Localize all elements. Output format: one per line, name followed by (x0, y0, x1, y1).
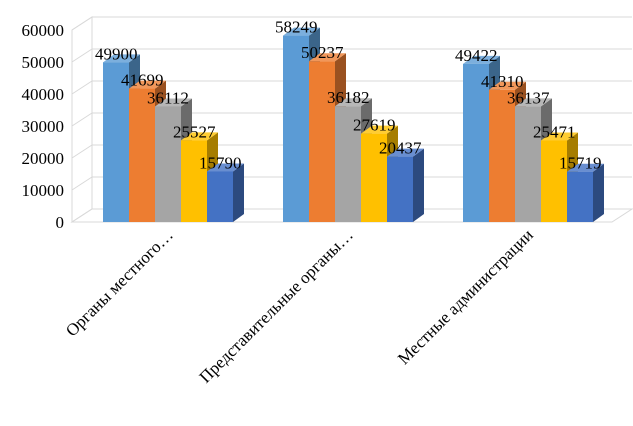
y-tick-label: 10000 (22, 181, 65, 200)
bar-top (463, 55, 500, 64)
bar (567, 163, 604, 222)
data-label: 15790 (199, 153, 242, 172)
bar (207, 163, 244, 222)
data-label: 36137 (507, 88, 550, 107)
gridline (71, 208, 632, 223)
data-label: 36112 (147, 88, 189, 107)
bar-front (103, 62, 129, 222)
bar-front (335, 106, 361, 222)
gridline (71, 48, 632, 63)
bar-top (129, 80, 166, 89)
bar-side (593, 163, 604, 222)
data-label: 49422 (455, 46, 498, 65)
data-label: 58249 (275, 18, 318, 37)
y-tick-label: 60000 (22, 21, 65, 40)
bar-front (309, 61, 335, 222)
gridline (71, 112, 632, 127)
gridlines (71, 16, 632, 223)
bar-top (309, 53, 346, 62)
bar-top (155, 98, 192, 107)
data-label: 25527 (173, 122, 216, 141)
bar-front (515, 106, 541, 222)
bar-front (567, 171, 593, 222)
data-label: 20437 (379, 139, 422, 158)
bar-front (361, 133, 387, 222)
y-tick-label: 20000 (22, 149, 65, 168)
bar-front (207, 171, 233, 222)
bar-top (335, 98, 372, 107)
data-label: 41699 (121, 71, 164, 90)
bar (387, 148, 424, 222)
gridline (71, 144, 632, 159)
bar-front (541, 140, 567, 222)
bar-front (387, 156, 413, 222)
x-axis-categories: Органы местного… Представительные органы…… (62, 225, 537, 386)
bar-top (515, 98, 552, 107)
bar-front (129, 88, 155, 222)
bar-top (283, 27, 320, 36)
bar-front (181, 140, 207, 222)
gridline (71, 80, 632, 95)
bars (103, 27, 604, 223)
data-label: 27619 (353, 116, 396, 135)
bar-top (567, 163, 604, 172)
bar-front (283, 35, 309, 223)
gridline (71, 176, 632, 191)
y-tick-label: 0 (56, 213, 65, 232)
bar-side (233, 163, 244, 222)
bar-side (413, 148, 424, 222)
gridline (71, 16, 632, 31)
bar-top (103, 54, 140, 63)
x-category-label: Органы местного… (62, 225, 177, 340)
data-label: 50237 (301, 43, 344, 62)
bar-top (207, 163, 244, 172)
y-axis-ticks: 0 10000 20000 30000 40000 50000 60000 (22, 21, 65, 232)
x-category-label: Местные администрации (394, 225, 537, 368)
bar-top (361, 125, 398, 134)
bar-front (463, 63, 489, 222)
bar-top (489, 81, 526, 90)
bar-top (181, 132, 218, 141)
bar-top (541, 132, 578, 141)
y-tick-label: 50000 (22, 53, 65, 72)
y-tick-label: 30000 (22, 117, 65, 136)
data-label: 41310 (481, 72, 524, 91)
data-label: 25471 (533, 122, 576, 141)
data-label: 49900 (95, 44, 138, 63)
bar-top (387, 148, 424, 157)
x-category-label: Представительные органы… (195, 225, 356, 386)
bar-front (155, 106, 181, 222)
data-label: 36182 (327, 88, 370, 107)
bar-front (489, 89, 515, 222)
data-label: 15719 (559, 154, 602, 173)
y-tick-label: 40000 (22, 85, 65, 104)
